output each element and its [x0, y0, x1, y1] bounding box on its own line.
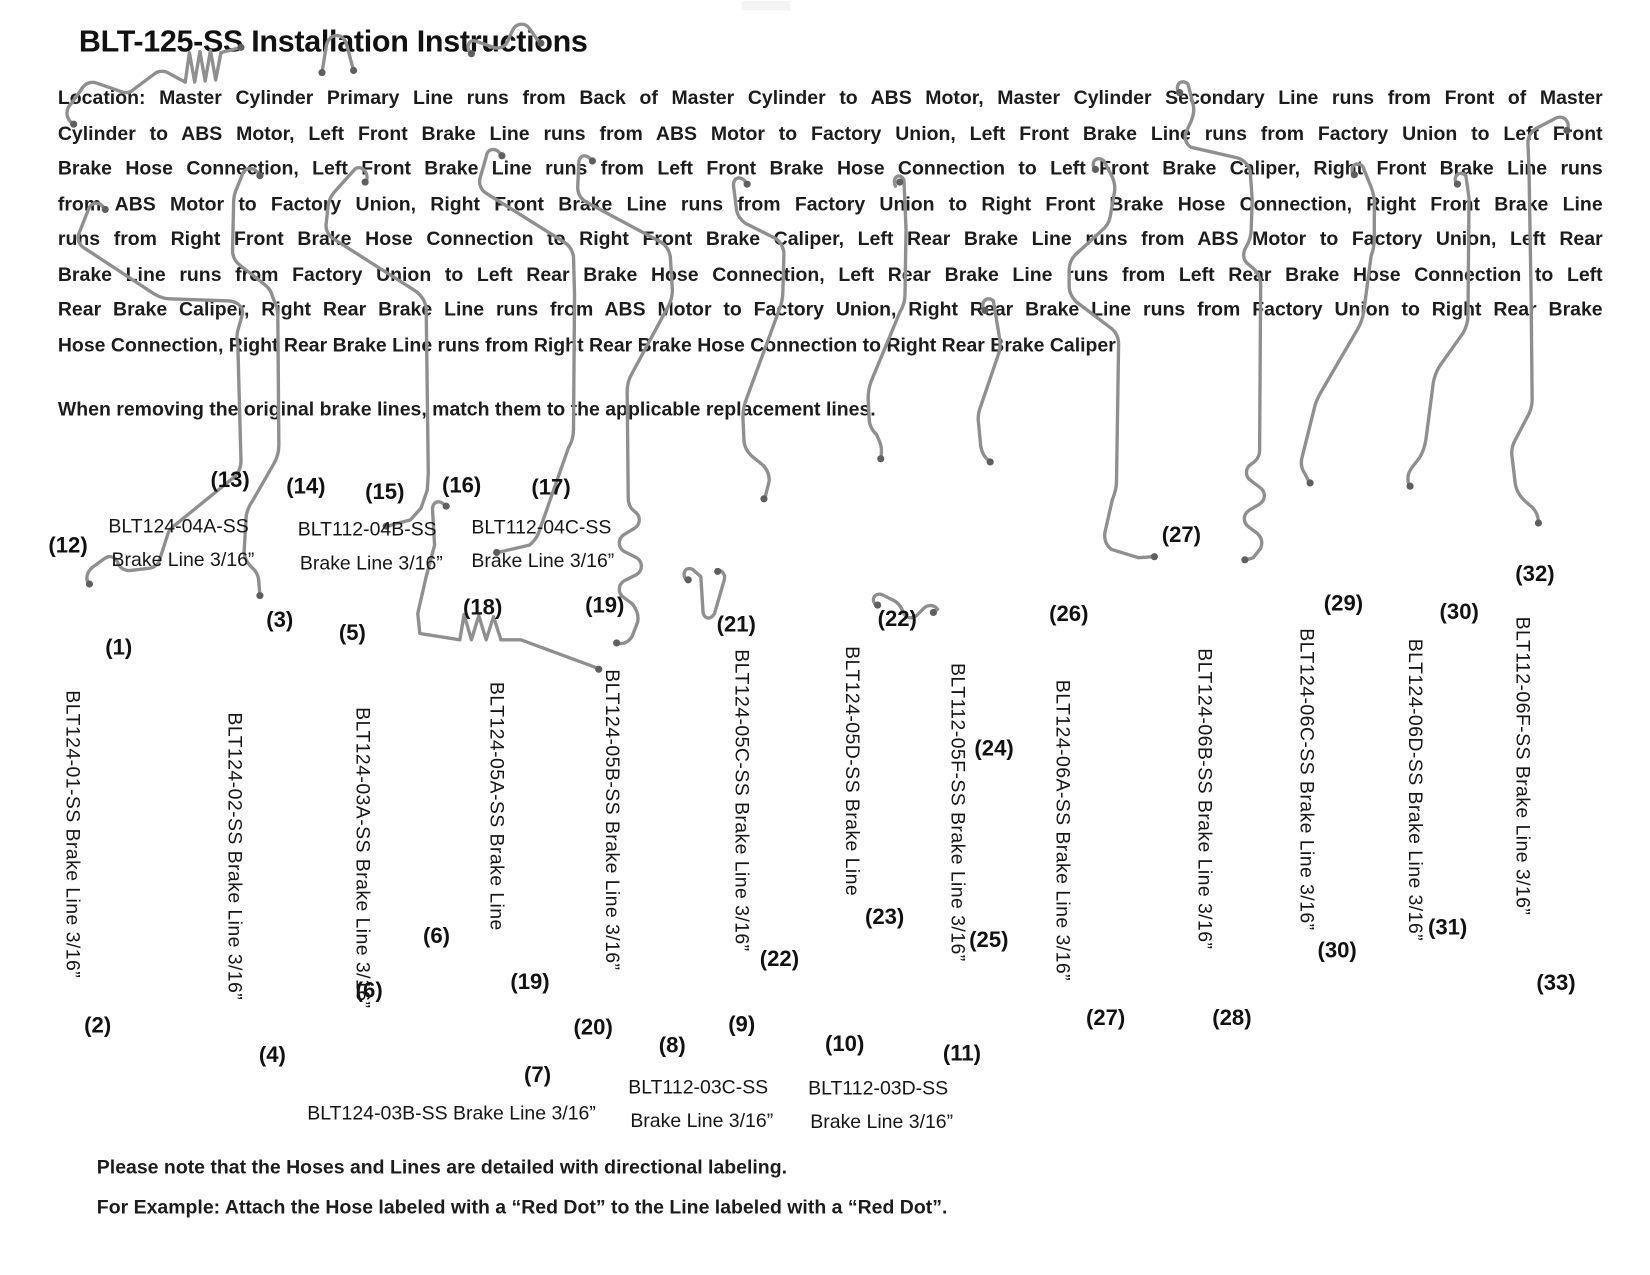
callout-14: (14): [286, 474, 326, 499]
note-directional-labeling: Please note that the Hoses and Lines are…: [96, 1155, 788, 1178]
location-line: Brake Line runs from Factory Union to Le…: [57, 262, 1603, 285]
callout-5: (5): [338, 620, 366, 646]
callout-18: (18): [463, 595, 503, 620]
part-label-06D: BLT124-06D-SS Brake Line 3/16”: [1404, 638, 1427, 942]
part-label-06A: BLT124-06A-SS Brake Line 3/16”: [1052, 679, 1075, 981]
callout-28: (28): [1212, 1005, 1252, 1031]
part-label-04B-size: Brake Line 3/16”: [299, 551, 443, 574]
callout-11: (11): [942, 1041, 981, 1066]
callout-16: (16): [441, 473, 482, 498]
part-label-05A: BLT124-05A-SS Brake Line: [486, 681, 509, 931]
callout-31: (31): [1427, 915, 1468, 940]
location-line: Rear Brake Caliper, Right Rear Brake Lin…: [57, 297, 1603, 320]
callout-22b: (22): [759, 947, 800, 972]
location-line: Location: Master Cylinder Primary Line r…: [57, 86, 1603, 109]
callout-9: (9): [728, 1012, 756, 1037]
brake-line-drawing-03B: [416, 500, 603, 673]
instruction-line: When removing the original brake lines, …: [57, 397, 876, 420]
part-label-03D-size: Brake Line 3/16”: [810, 1110, 954, 1133]
callout-2: (2): [84, 1013, 112, 1038]
callout-26: (26): [1049, 601, 1089, 627]
brake-line-drawing-06D: [1406, 171, 1471, 490]
brake-line-drawing-03C: [682, 566, 727, 620]
location-line: Hose Connection, Right Rear Brake Line r…: [57, 333, 1116, 356]
part-label-01: BLT124-01-SS Brake Line 3/16”: [62, 690, 85, 979]
callout-24: (24): [974, 736, 1014, 761]
brake-line-drawing-05D: [866, 174, 908, 463]
callout-6b: (6): [423, 923, 451, 949]
part-label-06F: BLT112-06F-SS Brake Line 3/16”: [1512, 616, 1535, 916]
part-label-03C-size: Brake Line 3/16”: [630, 1109, 774, 1132]
brake-line-drawing-06A: [1067, 156, 1158, 561]
callout-15: (15): [365, 479, 405, 505]
brake-line-drawing-04C: [466, 22, 545, 58]
brake-line-drawing-06B: [1175, 80, 1267, 564]
callout-4: (4): [258, 1042, 286, 1068]
part-label-04A-name: BLT124-04A-SS: [108, 514, 249, 537]
part-label-05C: BLT124-05C-SS Brake Line 3/16”: [731, 649, 754, 952]
callout-27b: (27): [1085, 1005, 1126, 1031]
brake-line-drawing-03A: [324, 166, 430, 530]
location-paragraph: Location: Master Cylinder Primary Line r…: [58, 80, 1603, 362]
brake-lines-diagram: [65, 22, 1571, 673]
scan-artifact: [741, 1, 791, 11]
callout-20: (20): [573, 1015, 613, 1040]
callout-22t: (22): [877, 607, 917, 632]
part-label-04B-name: BLT112-04B-SS: [297, 517, 437, 540]
page-title: BLT-125-SS Installation Instructions: [78, 25, 588, 59]
callout-12: (12): [48, 533, 88, 558]
callout-1: (1): [105, 635, 133, 660]
callout-32: (32): [1515, 561, 1555, 587]
brake-line-drawing-01: [76, 201, 245, 588]
callout-23: (23): [864, 904, 905, 930]
callout-17: (17): [531, 475, 571, 500]
brake-line-drawing-02: [230, 166, 281, 600]
part-label-06B: BLT124-06B-SS Brake Line 3/16”: [1194, 648, 1217, 950]
brake-line-drawing-03D: [871, 592, 940, 620]
callout-27t: (27): [1161, 522, 1202, 548]
brake-line-drawing-05C: [731, 176, 786, 503]
part-label-02: BLT124-02-SS Brake Line 3/16”: [224, 712, 247, 1001]
part-label-04A-size: Brake Line 3/16”: [111, 548, 255, 571]
part-label-03D-name: BLT112-03D-SS: [808, 1076, 949, 1099]
callout-19t: (19): [585, 593, 625, 618]
callout-3: (3): [266, 608, 294, 633]
brake-line-drawing-05F: [976, 297, 1002, 466]
callout-6a: (6): [355, 978, 383, 1003]
location-line: Brake Hose Connection, Left Front Brake …: [57, 156, 1603, 179]
brake-line-drawing-06C: [1299, 162, 1376, 487]
callout-13: (13): [210, 468, 250, 493]
brake-line-drawing-06F: [1510, 115, 1571, 527]
part-label-05D: BLT124-05D-SS Brake Line: [841, 646, 864, 897]
brake-line-drawing-04B: [318, 33, 358, 77]
callout-10: (10): [825, 1032, 865, 1057]
part-label-04C-size: Brake Line 3/16”: [471, 549, 615, 572]
brake-line-drawing-04A: [65, 43, 245, 128]
callout-19b: (19): [510, 970, 550, 995]
part-label-03B: BLT124-03B-SS Brake Line 3/16”: [307, 1101, 596, 1124]
brake-line-drawing-05B: [576, 154, 675, 647]
location-line: runs from Right Front Brake Hose Connect…: [57, 227, 1603, 250]
callout-25: (25): [969, 928, 1009, 953]
part-label-05F: BLT112-05F-SS Brake Line 3/16”: [947, 662, 970, 962]
callout-33: (33): [1536, 971, 1576, 996]
callout-30t: (30): [1439, 599, 1479, 625]
part-label-03A: BLT124-03A-SS Brake Line 3/16”: [352, 707, 375, 1009]
location-line: Cylinder to ABS Motor, Left Front Brake …: [57, 121, 1603, 144]
part-label-05B: BLT124-05B-SS Brake Line 3/16”: [601, 669, 625, 971]
part-label-03C-name: BLT112-03C-SS: [628, 1075, 769, 1098]
note-red-dot-example: For Example: Attach the Hose labeled wit…: [96, 1195, 948, 1218]
callout-30b: (30): [1317, 938, 1357, 963]
part-label-06C: BLT124-06C-SS Brake Line 3/16”: [1296, 628, 1319, 931]
location-line: from ABS Motor to Factory Union, Right F…: [57, 192, 1603, 215]
callout-7: (7): [524, 1062, 552, 1088]
brake-line-drawing-05A: [477, 147, 577, 557]
callout-8: (8): [658, 1033, 686, 1058]
callout-21: (21): [716, 612, 756, 637]
part-label-04C-name: BLT112-04C-SS: [471, 515, 612, 538]
callout-29: (29): [1323, 591, 1364, 616]
